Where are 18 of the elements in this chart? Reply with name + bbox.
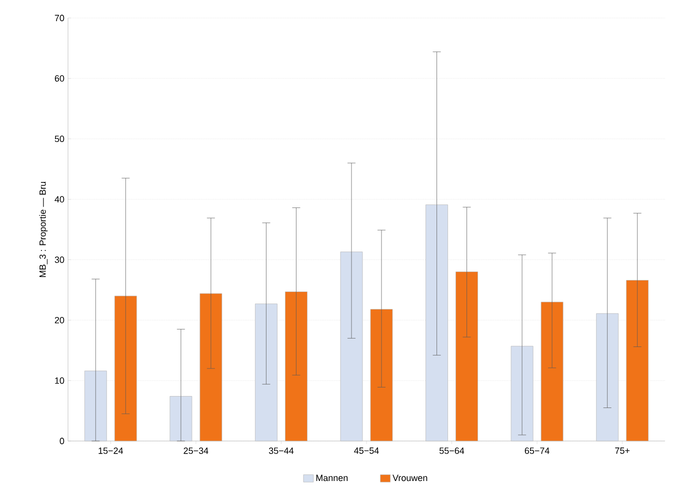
x-tick-label: 75+ [615, 448, 630, 454]
x-tick-label: 65−74 [524, 448, 550, 454]
y-tick-label: 10 [55, 377, 64, 384]
y-axis-title: MB_3 : Proportie — Bru [39, 182, 48, 277]
x-tick-label: 35−44 [268, 448, 294, 454]
legend-label: Mannen [316, 474, 348, 482]
y-tick-label: 60 [54, 75, 64, 82]
y-tick-label: 40 [54, 196, 64, 202]
y-tick-label: 20 [54, 316, 64, 324]
x-tick-label: 15−24 [98, 448, 124, 454]
y-tick-label: 0 [60, 438, 64, 444]
x-tick-label: 55−64 [440, 448, 464, 454]
y-tick-label: 70 [54, 14, 64, 22]
legend-label: Vrouwen [392, 474, 428, 482]
y-tick-label: 30 [54, 256, 64, 263]
y-tick-label: 50 [54, 136, 64, 142]
x-tick-label: 45−54 [354, 448, 379, 454]
x-tick-label: 25−34 [184, 448, 208, 454]
